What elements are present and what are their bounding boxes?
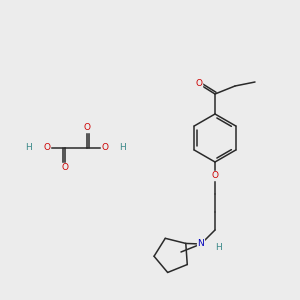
Text: O: O [196, 80, 202, 88]
Text: H: H [26, 143, 32, 152]
Text: O: O [83, 124, 91, 133]
Text: H: H [216, 244, 222, 253]
Text: O: O [101, 143, 109, 152]
Text: O: O [61, 164, 68, 172]
Text: O: O [212, 172, 218, 181]
Text: N: N [198, 239, 204, 248]
Text: O: O [44, 143, 50, 152]
Text: H: H [120, 143, 126, 152]
